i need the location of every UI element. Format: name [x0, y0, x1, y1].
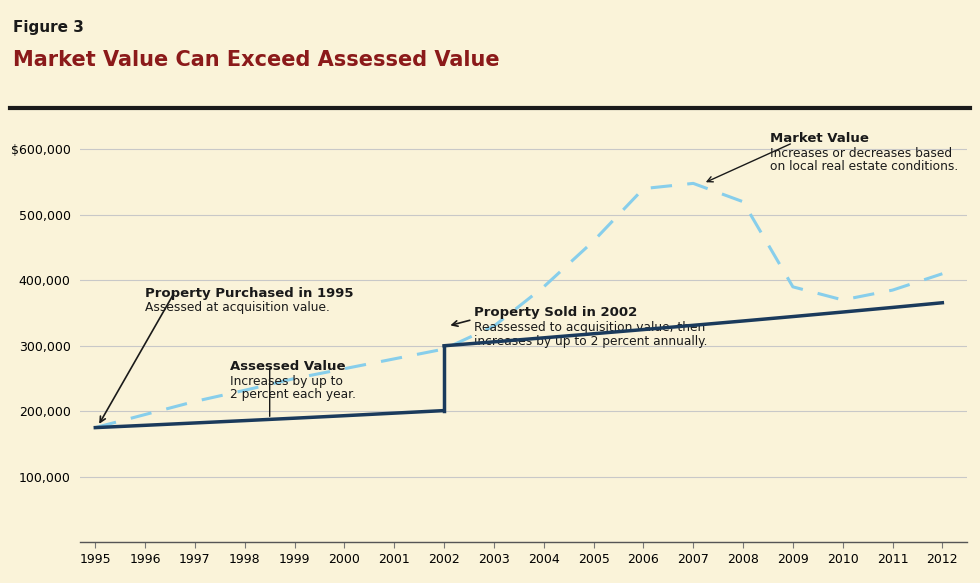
Text: Assessed Value: Assessed Value [230, 360, 345, 373]
Text: Reassessed to acquisition value, then: Reassessed to acquisition value, then [474, 321, 706, 334]
Text: Market Value Can Exceed Assessed Value: Market Value Can Exceed Assessed Value [13, 50, 500, 69]
Text: on local real estate conditions.: on local real estate conditions. [770, 160, 958, 174]
Text: 2 percent each year.: 2 percent each year. [230, 388, 356, 401]
Text: Property Sold in 2002: Property Sold in 2002 [474, 307, 637, 319]
Text: Increases by up to: Increases by up to [230, 374, 343, 388]
Text: Figure 3: Figure 3 [13, 20, 83, 36]
Text: Increases or decreases based: Increases or decreases based [770, 147, 953, 160]
Text: Property Purchased in 1995: Property Purchased in 1995 [145, 287, 354, 300]
Text: Market Value: Market Value [770, 132, 869, 145]
Text: Assessed at acquisition value.: Assessed at acquisition value. [145, 301, 330, 314]
Text: increases by up to 2 percent annually.: increases by up to 2 percent annually. [474, 335, 708, 347]
